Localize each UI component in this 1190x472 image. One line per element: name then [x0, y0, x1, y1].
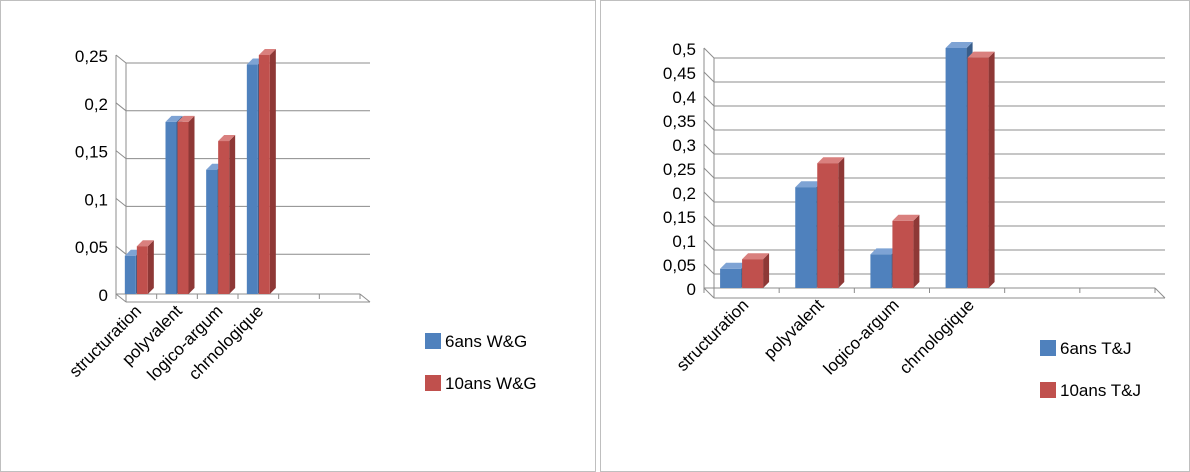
chart-left: 00,050,10,150,20,25structurationpolyvale…: [0, 0, 596, 472]
gridline-depth: [703, 143, 715, 155]
bar-face: [177, 121, 189, 294]
category-label: polyvalent: [760, 295, 828, 363]
bar-side: [229, 135, 236, 294]
gridline-depth: [115, 293, 127, 303]
bar-face: [136, 246, 148, 294]
bar-side: [147, 240, 154, 294]
y-tick-label: 0,25: [75, 47, 108, 66]
bar-face: [218, 141, 230, 294]
gridline-depth: [703, 95, 715, 107]
bar-top: [817, 157, 845, 164]
legend-swatch: [425, 333, 441, 349]
bar-face: [246, 64, 258, 294]
bar-top: [218, 135, 236, 142]
chart-border: [0, 0, 596, 472]
chart-panel-left: 0 0,05 0,1 0,15 0,2 0,25 structuration polyvale…: [0, 0, 596, 472]
bar-face: [720, 268, 742, 288]
gridline-depth: [703, 119, 715, 131]
bar-top: [967, 51, 995, 58]
bar-2-polyvalent: [817, 157, 845, 288]
bar-top: [177, 115, 195, 122]
y-tick-label: 0,15: [663, 208, 696, 227]
bar-face: [258, 55, 270, 294]
bar-2-logico-argum: [218, 135, 236, 294]
bar-side: [763, 253, 770, 288]
bar-top: [258, 49, 276, 55]
y-tick-label: 0,2: [672, 184, 696, 203]
legend-entry: 6ans T&J: [1060, 339, 1132, 358]
legend-entry: 6ans W&G: [445, 332, 527, 351]
bar-face: [870, 254, 892, 288]
bar-2-logico-argum: [892, 214, 920, 288]
bar-top: [742, 253, 770, 260]
y-tick-label: 0,15: [75, 143, 108, 162]
y-tick-label: 0,45: [663, 64, 696, 83]
y-tick-label: 0,05: [75, 238, 108, 257]
bar-face: [124, 255, 136, 294]
y-tick-label: 0,3: [672, 136, 696, 155]
gridline-depth: [703, 215, 715, 227]
bar-face: [206, 169, 218, 294]
chart-right: 0 0,05 0,1 0,15 0,2 0,25 0,3 0,35 0,4 0,45 0,5 stru…: [600, 0, 1190, 472]
bar-face: [945, 48, 967, 288]
legend-entry: 10ans T&J: [1060, 381, 1141, 400]
y-tick-label: 0,2: [84, 95, 108, 114]
gridline-depth: [115, 150, 127, 159]
bar-top: [136, 240, 154, 247]
gridline-depth: [115, 245, 127, 255]
gridline-depth: [703, 47, 715, 59]
bar-side: [188, 115, 195, 294]
bar-face: [967, 57, 989, 288]
bar-top: [870, 248, 898, 255]
bar-2-structuration: [136, 240, 154, 294]
bar-top: [165, 115, 183, 122]
y-tick-label: 0,5: [672, 40, 696, 59]
bar-2-polyvalent: [177, 115, 195, 294]
bar-side: [988, 51, 995, 288]
bar-side: [269, 49, 276, 294]
bar-face: [742, 259, 764, 288]
bar-side: [838, 157, 845, 288]
y-tick-label: 0,1: [672, 232, 696, 251]
floor-right-edge: [1154, 287, 1166, 299]
gridline-depth: [703, 239, 715, 251]
bar-face: [892, 220, 914, 288]
gridline-depth: [115, 198, 127, 207]
y-tick-label: 0,4: [672, 88, 696, 107]
y-tick-label: 0: [99, 286, 108, 305]
bar-top: [945, 42, 973, 48]
bar-2-structuration: [742, 253, 770, 288]
gridline-depth: [703, 71, 715, 83]
y-tick-label: 0,25: [663, 160, 696, 179]
bar-2-chrnologique: [258, 49, 276, 294]
bar-top: [720, 262, 748, 269]
y-tick-label: 0,05: [663, 256, 696, 275]
legend-entry: 10ans W&G: [445, 374, 537, 393]
floor-right-edge: [359, 293, 371, 303]
bar-top: [892, 214, 920, 221]
bar-2-chrnologique: [967, 51, 995, 288]
category-label: chrnologique: [896, 295, 978, 377]
gridline-depth: [703, 191, 715, 203]
category-label: structuration: [673, 295, 753, 375]
legend-swatch: [425, 375, 441, 391]
gridline-depth: [115, 102, 127, 112]
gridline-depth: [703, 287, 715, 299]
bar-face: [817, 163, 839, 288]
category-label: logico-argum: [820, 295, 903, 378]
bar-top: [795, 181, 823, 188]
y-tick-label: 0,35: [663, 112, 696, 131]
gridline-depth: [115, 54, 127, 64]
bar-face: [795, 187, 817, 288]
y-tick-label: 0,1: [84, 190, 108, 209]
bar-side: [913, 214, 920, 288]
gridline-depth: [703, 167, 715, 179]
bar-face: [165, 121, 177, 294]
y-tick-label: 0: [687, 280, 696, 299]
legend-swatch: [1040, 382, 1056, 398]
legend-swatch: [1040, 340, 1056, 356]
chart-panel-right: 0 0,05 0,1 0,15 0,2 0,25 0,3 0,35 0,4 0,45 0,5 stru…: [600, 0, 1190, 472]
gridline-depth: [703, 263, 715, 275]
